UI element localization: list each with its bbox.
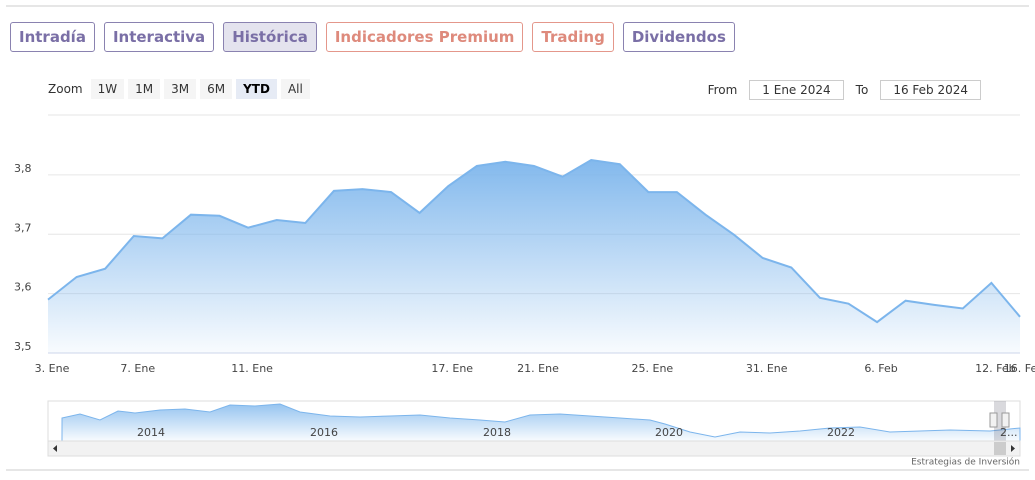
- tab[interactable]: Intradía: [10, 22, 95, 52]
- navigator-label: 2...: [1000, 426, 1018, 439]
- navigator-label: 2022: [827, 426, 855, 439]
- zoom-label: Zoom: [48, 82, 83, 96]
- scrollbar[interactable]: [47, 440, 1021, 457]
- navigator-label: 2016: [310, 426, 338, 439]
- scroll-right[interactable]: [1011, 445, 1015, 452]
- x-tick-label: 31. Ene: [746, 362, 788, 375]
- zoom-button[interactable]: 1M: [128, 79, 161, 99]
- zoom-button[interactable]: YTD: [236, 79, 277, 99]
- navigator-label: 2020: [655, 426, 683, 439]
- tabs: Intradía Interactiva Histórica Indicador…: [10, 22, 735, 52]
- date-range: From 1 Ene 2024 To 16 Feb 2024: [708, 80, 981, 100]
- scrollbar-thumb[interactable]: [994, 442, 1006, 455]
- from-input[interactable]: 1 Ene 2024: [749, 80, 844, 100]
- x-tick-label: 21. Ene: [517, 362, 559, 375]
- navigator-label: 2018: [483, 426, 511, 439]
- y-tick-label: 3,7: [14, 221, 32, 234]
- x-tick-label: 16. Feb: [1004, 362, 1035, 375]
- navigator-handle[interactable]: [1001, 412, 1010, 428]
- x-tick-label: 3. Ene: [35, 362, 70, 375]
- zoom-button[interactable]: 1W: [90, 79, 125, 99]
- navigator-label: 2014: [137, 426, 165, 439]
- x-tick-label: 12. Feb: [975, 362, 1015, 375]
- zoom-button[interactable]: All: [280, 79, 310, 99]
- navigator-series: [61, 403, 1021, 442]
- from-label: From: [707, 83, 738, 97]
- line: [47, 158, 1021, 324]
- zoom-button[interactable]: 3M: [164, 79, 197, 99]
- x-tick-label: 17. Ene: [431, 362, 473, 375]
- navigator-handle[interactable]: [989, 412, 998, 428]
- to-label: To: [855, 83, 869, 97]
- tab[interactable]: Dividendos: [622, 22, 735, 52]
- credit: Estrategias de Inversión: [911, 457, 1020, 468]
- y-tick-label: 3,8: [14, 162, 32, 175]
- x-tick-label: 11. Ene: [231, 362, 273, 375]
- zoom-button[interactable]: 6M: [200, 79, 233, 99]
- scroll-left[interactable]: [53, 445, 57, 452]
- y-tick-label: 3,5: [14, 340, 32, 353]
- navigator-mask: [994, 401, 1006, 441]
- x-tick-label: 7. Ene: [120, 362, 155, 375]
- tab[interactable]: Histórica: [223, 22, 317, 52]
- tab[interactable]: Trading: [532, 22, 614, 52]
- zoom: Zoom 1W 1M 3M 6M YTD All: [48, 79, 310, 99]
- y-tick-label: 3,6: [14, 281, 32, 294]
- area-fill: [48, 160, 1020, 353]
- x-tick-label: 6. Feb: [864, 362, 897, 375]
- to-input[interactable]: 16 Feb 2024: [880, 80, 981, 100]
- tab[interactable]: Interactiva: [103, 22, 215, 52]
- x-tick-label: 25. Ene: [632, 362, 674, 375]
- tab[interactable]: Indicadores Premium: [325, 22, 524, 52]
